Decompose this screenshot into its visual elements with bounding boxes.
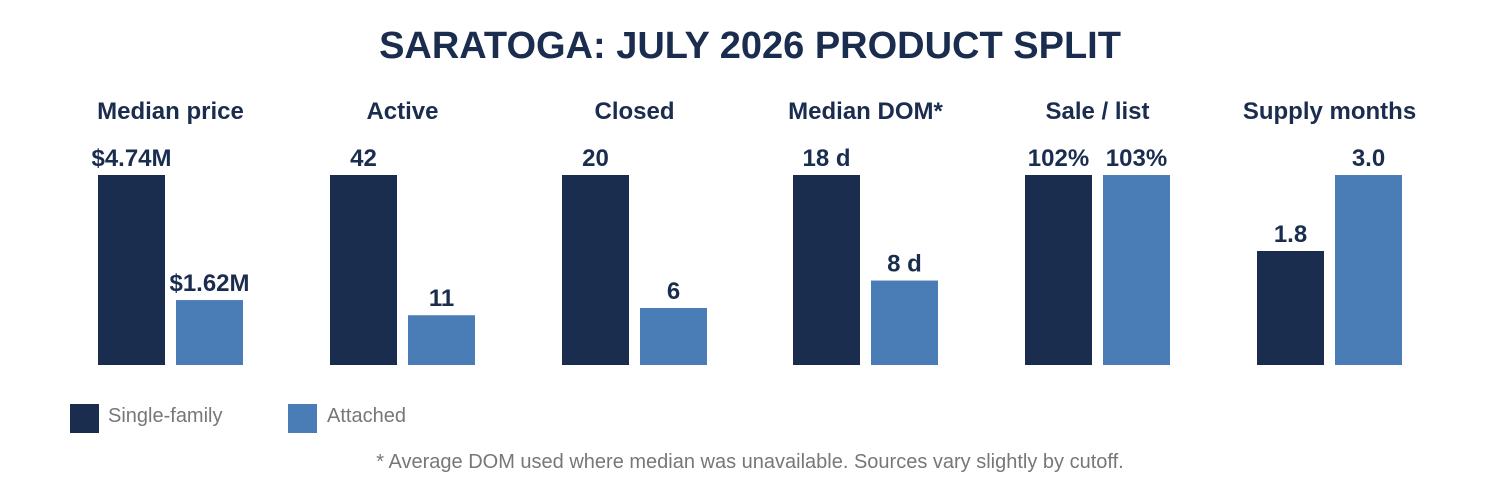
value-label-median-price-single-family: $4.74M <box>91 145 171 172</box>
chart-title: SARATOGA: JULY 2026 PRODUCT SPLIT <box>379 25 1121 67</box>
bar-active-attached <box>408 315 475 365</box>
value-label-supply-months-attached: 3.0 <box>1352 145 1385 172</box>
value-label-active-attached: 11 <box>429 285 454 312</box>
panel-supply-months: Supply months 1.8 3.0 <box>1243 98 1416 365</box>
panel-median-price: Median price $4.74M $1.62M <box>91 98 250 365</box>
panel-sale-list: Sale / list 102% 103% <box>1025 98 1170 365</box>
bar-median-dom-single-family <box>793 175 860 365</box>
bar-supply-months-attached <box>1335 175 1402 365</box>
legend-label-attached: Attached <box>327 405 406 427</box>
chart-panels: Median price $4.74M $1.62M Active 42 11 Closed… <box>91 98 1416 365</box>
value-label-closed-single-family: 20 <box>582 145 609 172</box>
footnote: * Average DOM used where median was unav… <box>376 451 1123 473</box>
value-label-median-dom-attached: 8 d <box>887 251 922 278</box>
panel-title: Median price <box>97 98 244 125</box>
bar-active-single-family <box>330 175 397 365</box>
legend: Single-family Attached <box>70 404 406 433</box>
value-label-sale-list-attached: 103% <box>1106 145 1167 172</box>
panel-title: Supply months <box>1243 98 1416 125</box>
legend-swatch-attached <box>288 404 317 433</box>
bar-median-dom-attached <box>871 280 938 365</box>
value-label-median-price-attached: $1.62M <box>169 270 249 297</box>
panel-title: Active <box>366 98 438 125</box>
panel-title: Closed <box>594 98 674 125</box>
bar-median-price-attached <box>176 300 243 365</box>
bar-median-price-single-family <box>98 175 165 365</box>
value-label-supply-months-single-family: 1.8 <box>1274 221 1307 248</box>
panel-median-dom: Median DOM* 18 d 8 d <box>788 98 943 365</box>
bar-closed-single-family <box>562 175 629 365</box>
bar-sale-list-single-family <box>1025 175 1092 365</box>
legend-label-single-family: Single-family <box>108 405 222 427</box>
panel-title: Median DOM* <box>788 98 943 125</box>
bar-sale-list-attached <box>1103 175 1170 365</box>
panel-active: Active 42 11 <box>330 98 475 365</box>
value-label-sale-list-single-family: 102% <box>1028 145 1089 172</box>
value-label-closed-attached: 6 <box>667 278 680 305</box>
legend-swatch-single-family <box>70 404 99 433</box>
bar-closed-attached <box>640 308 707 365</box>
value-label-active-single-family: 42 <box>350 145 377 172</box>
value-label-median-dom-single-family: 18 d <box>802 145 850 172</box>
panel-title: Sale / list <box>1045 98 1149 125</box>
bar-supply-months-single-family <box>1257 251 1324 365</box>
panel-closed: Closed 20 6 <box>562 98 707 365</box>
